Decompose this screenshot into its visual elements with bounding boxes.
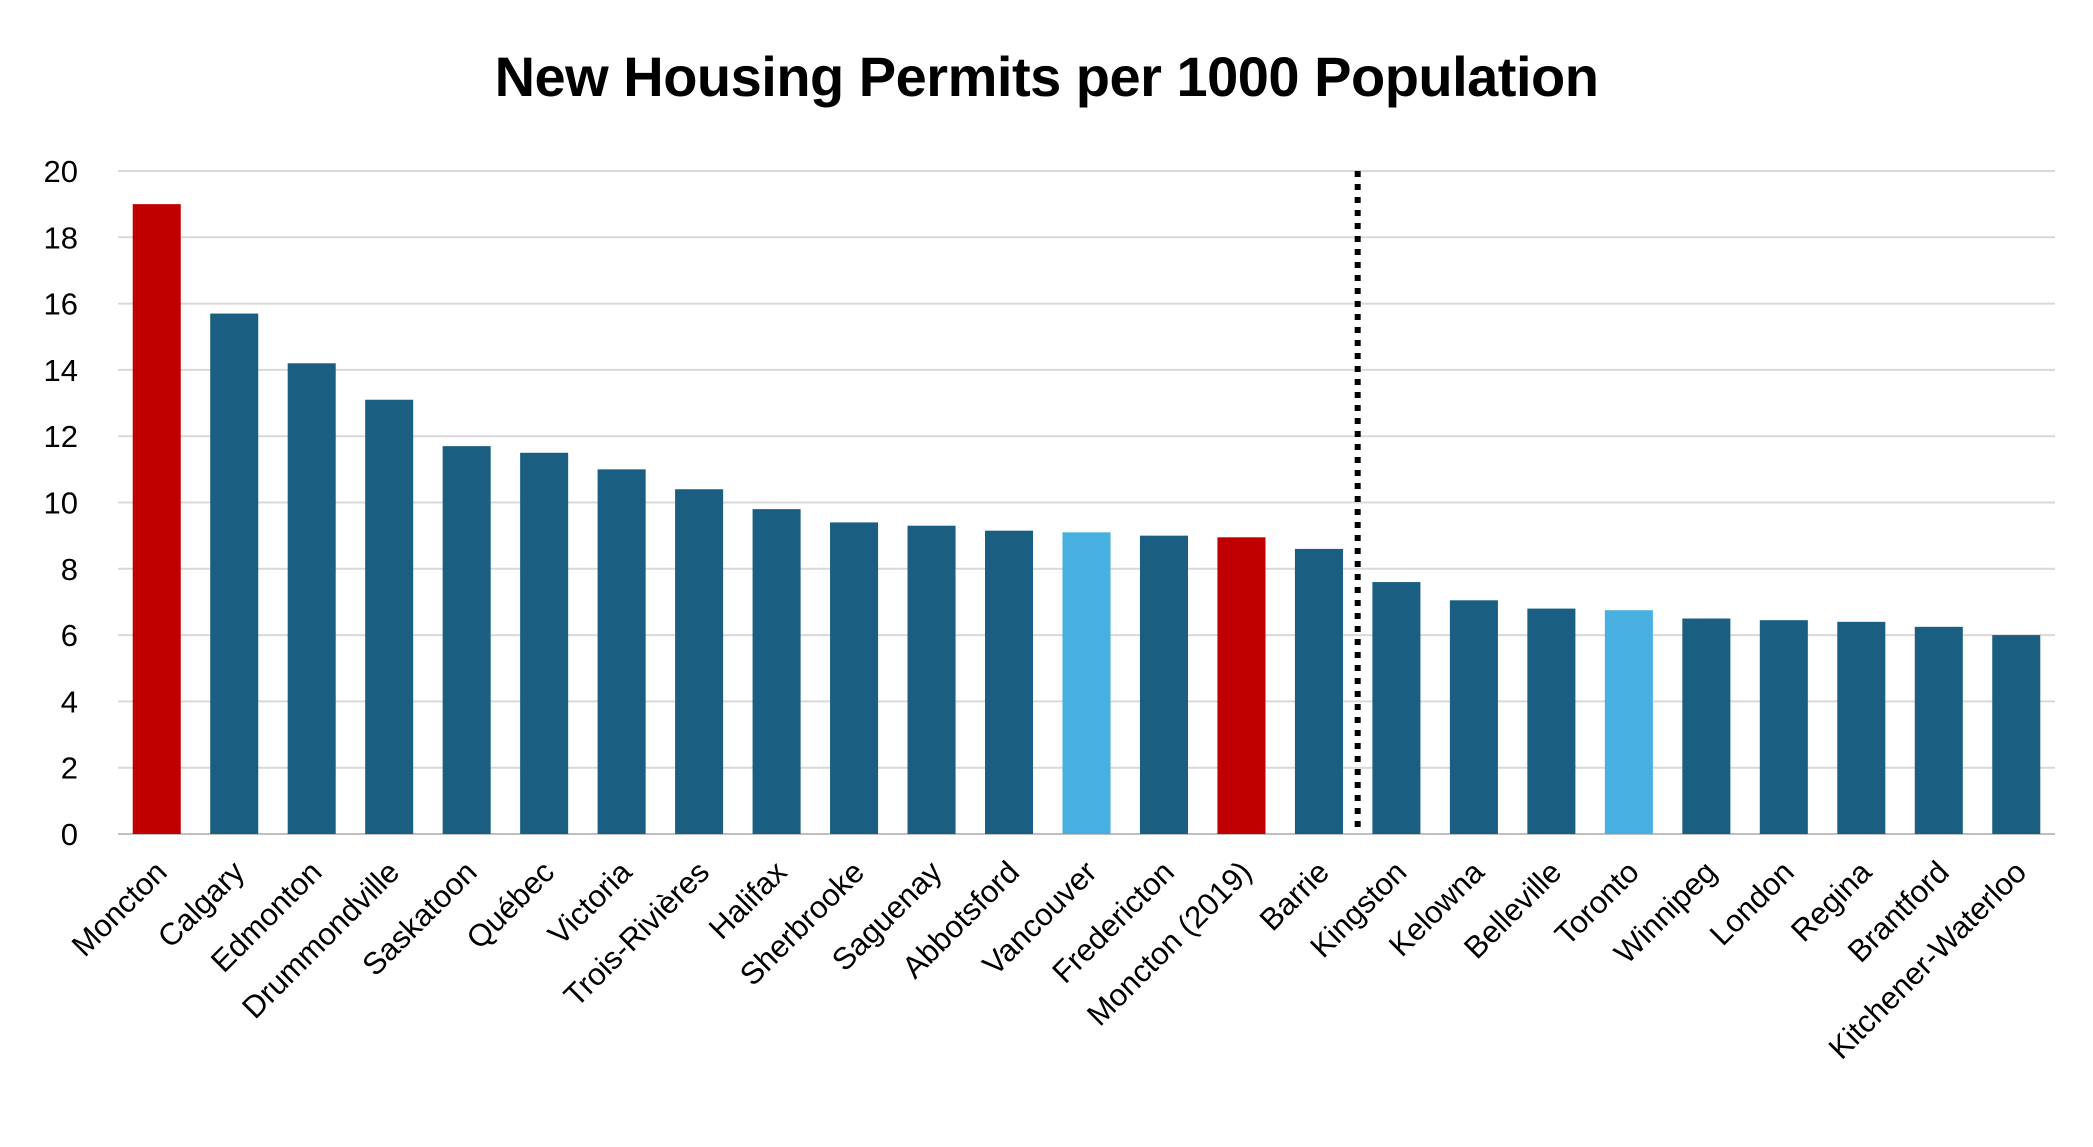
bar-kelowna — [1449, 600, 1498, 834]
bar-edmonton — [287, 363, 336, 834]
y-tick-label: 8 — [61, 552, 78, 587]
bar-regina — [1837, 621, 1886, 834]
bar-moncton — [132, 204, 181, 834]
y-tick-label: 2 — [61, 751, 78, 786]
bar-qu-bec — [520, 452, 569, 834]
y-tick-label: 18 — [44, 220, 78, 255]
bar-belleville — [1527, 608, 1576, 834]
category-label: Moncton — [65, 854, 174, 963]
bar-london — [1759, 620, 1808, 834]
bar-halifax — [752, 509, 801, 834]
y-tick-label: 20 — [44, 154, 78, 189]
y-tick-label: 4 — [61, 684, 78, 719]
y-axis-ticks: 0 2 4 6 8 10 12 14 16 18 20 — [44, 154, 78, 852]
bar-saguenay — [907, 525, 956, 834]
bar-winnipeg — [1682, 618, 1731, 834]
y-tick-label: 6 — [61, 618, 78, 653]
chart-title: New Housing Permits per 1000 Population — [494, 45, 1599, 108]
x-axis-labels: MonctonCalgaryEdmontonDrummondvilleSaska… — [65, 854, 2033, 1066]
bar-toronto — [1604, 610, 1653, 834]
bar-kitchener-waterloo — [1992, 635, 2041, 834]
bar-trois-rivi-res — [675, 489, 724, 834]
bar-brantford — [1914, 626, 1963, 834]
bar-abbotsford — [985, 530, 1034, 834]
bar-victoria — [597, 469, 646, 834]
bar-kingston — [1372, 582, 1421, 834]
bar-calgary — [210, 313, 259, 834]
y-tick-label: 16 — [44, 287, 78, 322]
category-label: London — [1703, 854, 1801, 952]
bar-moncton-2019 — [1217, 537, 1266, 834]
bars — [132, 204, 2041, 834]
y-tick-label: 0 — [61, 817, 78, 852]
bar-saskatoon — [442, 446, 491, 834]
bar-barrie — [1294, 548, 1343, 834]
bar-drummondville — [365, 399, 414, 834]
y-tick-label: 14 — [44, 353, 78, 388]
bar-fredericton — [1139, 535, 1188, 834]
y-tick-label: 12 — [44, 419, 78, 454]
category-label: Québec — [460, 854, 562, 956]
bar-vancouver — [1062, 532, 1111, 834]
y-tick-label: 10 — [44, 486, 78, 521]
bar-sherbrooke — [830, 522, 879, 834]
